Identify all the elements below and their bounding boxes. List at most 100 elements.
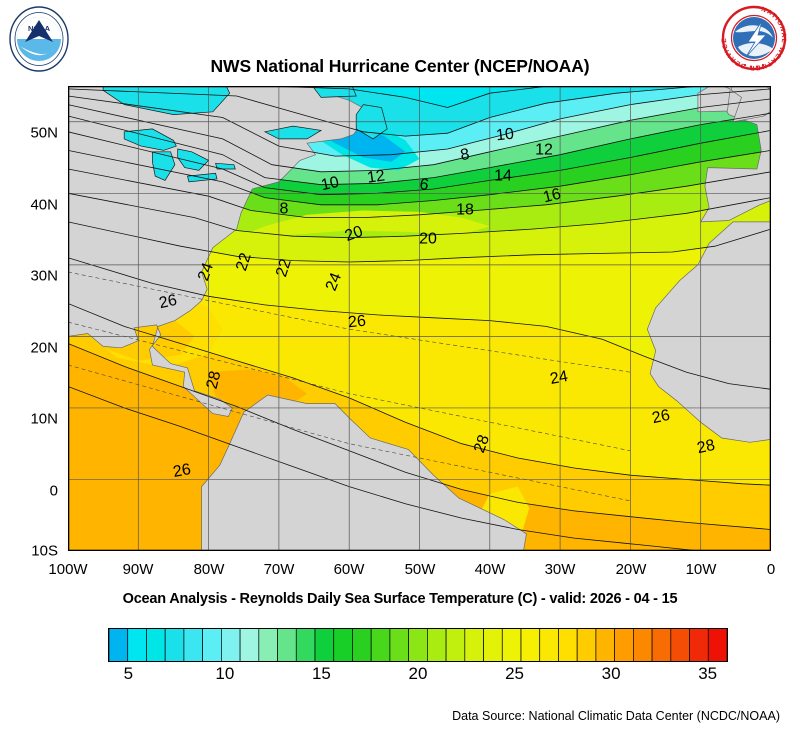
contour-line — [68, 130, 771, 196]
svg-text:22: 22 — [273, 257, 295, 279]
y-tick-label: 50N — [30, 124, 58, 142]
colorbar-cell — [258, 628, 278, 662]
y-tick-label: 40N — [30, 196, 58, 214]
svg-text:6: 6 — [418, 176, 430, 194]
colorbar-tick-label: 5 — [123, 664, 134, 683]
contour-line — [68, 303, 771, 486]
svg-text:14: 14 — [494, 168, 512, 185]
colorbar-cell — [445, 628, 466, 662]
colorbar-cell — [464, 628, 484, 662]
colorbar-cell — [707, 628, 728, 662]
svg-text:18: 18 — [456, 202, 474, 219]
colorbar: 5 10 15 20 25 30 35 — [0, 628, 800, 698]
plot-frame — [68, 86, 771, 551]
contour-label: 1010 — [320, 174, 341, 194]
contour-line — [68, 98, 771, 173]
sst-map-svg: 8810101212668810101212141416161818202020… — [68, 86, 771, 551]
colorbar-cell — [408, 628, 428, 662]
svg-text:26: 26 — [172, 461, 193, 481]
contour-label: 1010 — [495, 126, 515, 145]
y-tick-label: 0 — [49, 482, 58, 500]
noaa-logo-icon: NOAA — [9, 6, 69, 72]
contour-label: 1414 — [494, 168, 512, 185]
colorbar-tick-label: 30 — [601, 664, 621, 683]
colorbar-tick-label: 10 — [215, 664, 235, 683]
colorbar-cell — [295, 628, 316, 662]
contour-line — [68, 88, 771, 157]
y-tick-label: 10N — [30, 410, 58, 428]
lake-ontario — [215, 162, 236, 170]
svg-text:12: 12 — [535, 142, 553, 159]
noaa-logo: NOAA — [8, 6, 70, 72]
data-source-note: Data Source: National Climatic Data Cent… — [452, 709, 780, 723]
colorbar-cell — [614, 628, 634, 662]
svg-text:8: 8 — [459, 146, 471, 164]
contour-line — [68, 112, 771, 186]
contour-label: 66 — [418, 176, 430, 194]
nws-logo-icon: NATIONAL WEATHER SERVICE — [721, 5, 787, 71]
svg-text:26: 26 — [158, 292, 179, 312]
svg-text:16: 16 — [541, 186, 562, 207]
nws-logo: NATIONAL WEATHER SERVICE — [718, 2, 790, 74]
x-tick-label: 30W — [544, 561, 576, 578]
colorbar-cell — [221, 628, 241, 662]
contour-label: 1212 — [535, 142, 553, 159]
lake-superior — [123, 128, 177, 151]
svg-text:26: 26 — [347, 313, 367, 332]
colorbar-cell — [633, 628, 653, 662]
colorbar-cell — [314, 628, 335, 662]
x-tick-label: 90W — [122, 561, 154, 578]
chart-subtitle: Ocean Analysis - Reynolds Daily Sea Surf… — [122, 591, 678, 607]
contour-label: 1212 — [366, 167, 386, 186]
contour-line — [68, 86, 711, 137]
page-title: NWS National Hurricane Center (NCEP/NOAA… — [210, 56, 590, 76]
x-tick-label: 70W — [263, 561, 295, 578]
contour-line-dashed — [68, 364, 631, 502]
colorbar-cell — [202, 628, 222, 662]
colorbar-tick-label: 15 — [311, 664, 331, 683]
sst-band — [68, 169, 771, 238]
svg-text:20: 20 — [343, 223, 366, 245]
colorbar-cell — [352, 628, 372, 662]
colorbar-cell — [183, 628, 203, 662]
colorbar-cell — [333, 628, 353, 662]
svg-text:8: 8 — [280, 201, 289, 218]
colorbar-cell — [558, 628, 578, 662]
y-tick-label: 30N — [30, 267, 58, 285]
noaa-logo-label: NOAA — [28, 24, 51, 33]
svg-text:20: 20 — [419, 231, 437, 248]
colorbar-cell — [483, 628, 503, 662]
y-tick-label: 10S — [31, 542, 58, 560]
colorbar-tick-label: 20 — [408, 664, 428, 683]
gulf-stream-warm-tongue — [222, 210, 490, 251]
svg-text:24: 24 — [195, 261, 217, 284]
svg-text:28: 28 — [204, 369, 225, 390]
svg-text:12: 12 — [366, 167, 386, 186]
x-tick-label: 40W — [474, 561, 506, 578]
x-tick-label: 0 — [766, 561, 776, 578]
x-axis-labels: 100W 90W 80W 70W 60W 50W 40W 30W 20W 10W 0 — [0, 561, 800, 583]
contour-line-dashed — [68, 271, 631, 373]
land-europe — [700, 86, 771, 223]
colorbar-cell — [277, 628, 297, 662]
svg-text:28: 28 — [696, 437, 717, 457]
land-south-america — [201, 394, 527, 551]
contour-label: 1616 — [541, 186, 562, 207]
colorbar-cell — [689, 628, 709, 662]
svg-text:10: 10 — [320, 174, 341, 194]
svg-text:26: 26 — [651, 407, 672, 427]
x-tick-label: 10W — [685, 561, 717, 578]
colorbar-cell — [651, 628, 672, 662]
x-tick-label: 50W — [404, 561, 436, 578]
